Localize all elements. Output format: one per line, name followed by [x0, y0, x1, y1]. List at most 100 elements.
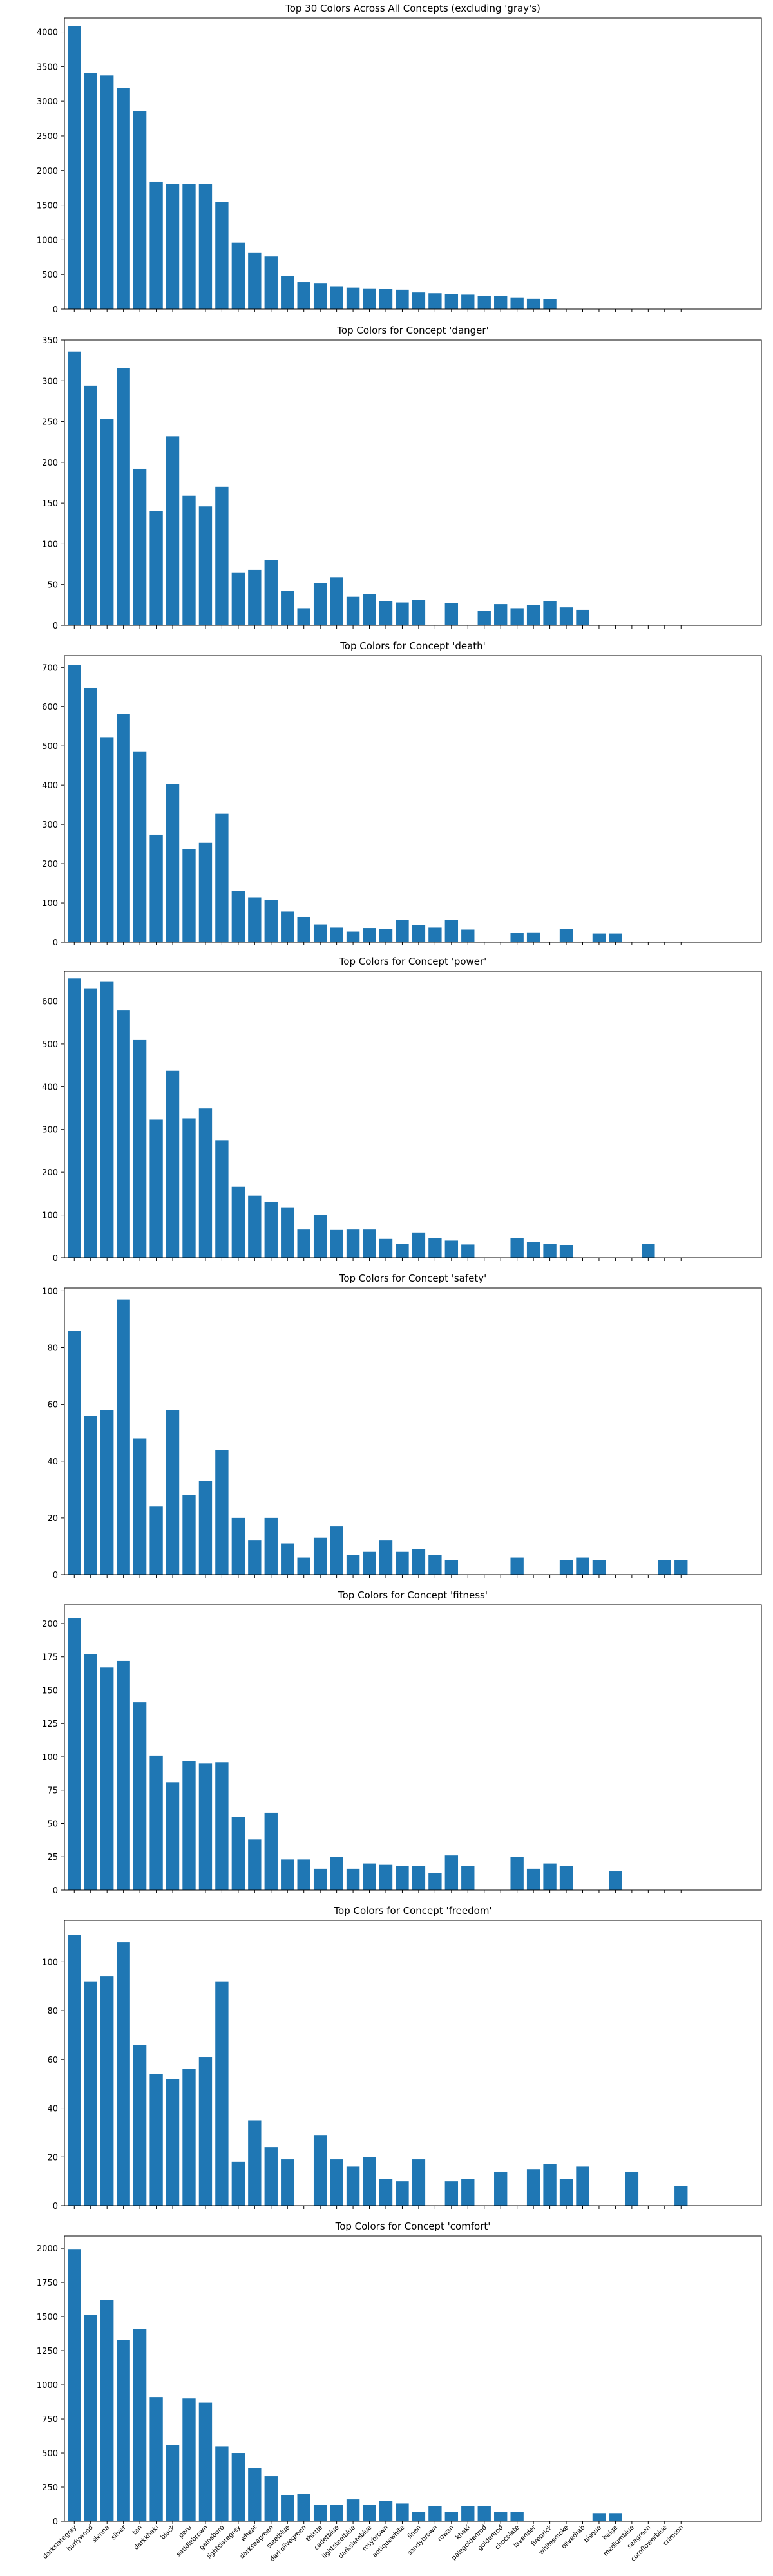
y-tick-label: 200: [42, 1168, 58, 1178]
bar-linen: [412, 2512, 426, 2521]
bar-darkslategray: [68, 351, 81, 625]
bar-black: [166, 2079, 180, 2206]
y-tick-label: 300: [42, 377, 58, 386]
bar-darkkhaki: [149, 1755, 163, 1890]
y-tick-label: 80: [47, 2007, 58, 2016]
bar-chocolate: [510, 1238, 524, 1258]
y-tick-label: 200: [42, 860, 58, 869]
y-tick-label: 0: [53, 621, 58, 631]
chart-title: Top Colors for Concept 'fitness': [338, 1589, 488, 1601]
bar-khaki: [461, 1866, 475, 1890]
bar-darkslateblue: [363, 2505, 376, 2521]
bar-darkolivegreen: [297, 916, 310, 942]
bar-rowan: [444, 2512, 459, 2521]
bar-firebrick: [543, 601, 557, 625]
bar-peru: [182, 2398, 196, 2521]
bar-lightsteelblue: [346, 2166, 360, 2206]
bar-antiquewhite: [396, 1244, 409, 1258]
bar-darkseagreen: [264, 1517, 278, 1575]
bar-antiquewhite: [396, 2503, 409, 2521]
bar-peru: [182, 2069, 196, 2206]
y-tick-label: 1000: [37, 236, 58, 245]
y-tick-label: 200: [42, 459, 58, 468]
y-tick-label: 400: [42, 1083, 58, 1092]
bar-goldenrod: [494, 604, 508, 625]
bar-saddlebrown: [198, 1481, 213, 1575]
bar-lightslategrey: [231, 1517, 245, 1575]
bar-burlywood: [84, 1416, 97, 1575]
bar-saddlebrown: [198, 2402, 213, 2521]
bar-silver: [117, 1299, 130, 1575]
bar-darkolivegreen: [297, 1229, 310, 1258]
chart-title: Top Colors for Concept 'freedom': [333, 1905, 491, 1917]
bar-crimson: [674, 2186, 688, 2206]
chart-4: Top Colors for Concept 'safety' 0 20 40 60 80…: [42, 1273, 762, 1580]
bar-darkslategray: [68, 2249, 81, 2521]
axes-frame: [64, 1287, 762, 1575]
chart-3: Top Colors for Concept 'power' 0 100 200 300…: [42, 956, 762, 1264]
y-tick-label: 100: [42, 1958, 58, 1967]
bar-firebrick: [543, 299, 557, 309]
bar-darkslateblue: [363, 288, 376, 309]
bar-silver: [117, 368, 130, 625]
bar-darkkhaki: [149, 181, 163, 309]
bar-darkslateblue: [363, 1229, 376, 1258]
bar-lightslategrey: [231, 891, 245, 942]
bar-rosybrown: [379, 1238, 393, 1258]
bar-chocolate: [510, 933, 524, 942]
bar-steelblue: [281, 1543, 294, 1575]
bar-steelblue: [281, 2495, 294, 2521]
y-tick-label: 100: [42, 1753, 58, 1763]
bar-darkseagreen: [264, 2147, 278, 2206]
chart-7: Top Colors for Concept 'comfort' 0 250 500 7…: [37, 2221, 762, 2563]
x-tick-label: silver: [110, 2524, 128, 2541]
bar-beige: [609, 2513, 622, 2521]
bar-darkslategray: [68, 26, 81, 309]
bar-beige: [609, 1871, 622, 1890]
bar-linen: [412, 600, 426, 625]
bar-linen: [412, 292, 426, 309]
bar-rowan: [444, 294, 459, 309]
bar-rosybrown: [379, 929, 393, 942]
axes-frame: [64, 971, 762, 1258]
y-tick-label: 100: [42, 1211, 58, 1221]
bar-saddlebrown: [198, 184, 213, 309]
y-tick-label: 175: [42, 1653, 58, 1663]
bar-antiquewhite: [396, 920, 409, 942]
y-tick-label: 75: [47, 1786, 58, 1796]
bar-lightsteelblue: [346, 1555, 360, 1575]
bar-saddlebrown: [198, 842, 213, 942]
y-tick-label: 0: [53, 2517, 58, 2527]
bar-chocolate: [510, 608, 524, 625]
bar-black: [166, 1070, 180, 1258]
bar-lavender: [526, 298, 540, 309]
bar-gainsboro: [215, 486, 229, 625]
y-tick-label: 600: [42, 703, 58, 712]
y-tick-label: 3000: [37, 97, 58, 107]
axes-frame: [64, 1604, 762, 1891]
y-tick-label: 0: [53, 1254, 58, 1264]
y-tick-label: 2500: [37, 132, 58, 142]
bar-chocolate: [510, 2512, 524, 2521]
bar-bisque: [592, 1560, 606, 1575]
bar-darkseagreen: [264, 900, 278, 942]
bar-tan: [133, 1039, 147, 1258]
bar-rosybrown: [379, 1864, 393, 1890]
bar-cadetblue: [330, 1526, 343, 1575]
bar-goldenrod: [494, 296, 508, 309]
bar-cadetblue: [330, 1229, 343, 1258]
bar-darkslateblue: [363, 1863, 376, 1890]
bar-cadetblue: [330, 286, 343, 309]
chart-1: Top Colors for Concept 'danger' 0 50 100 150…: [42, 325, 762, 631]
bar-lightsteelblue: [346, 596, 360, 625]
bar-sienna: [100, 419, 114, 625]
axes-frame: [64, 2235, 762, 2522]
bar-linen: [412, 1232, 426, 1258]
bar-sienna: [100, 737, 114, 942]
bar-khaki: [461, 1244, 475, 1258]
y-tick-label: 700: [42, 663, 58, 673]
bar-lavender: [526, 1242, 540, 1258]
bar-whitesmoke: [559, 1245, 573, 1258]
bar-silver: [117, 1010, 130, 1258]
bar-khaki: [461, 2179, 475, 2206]
